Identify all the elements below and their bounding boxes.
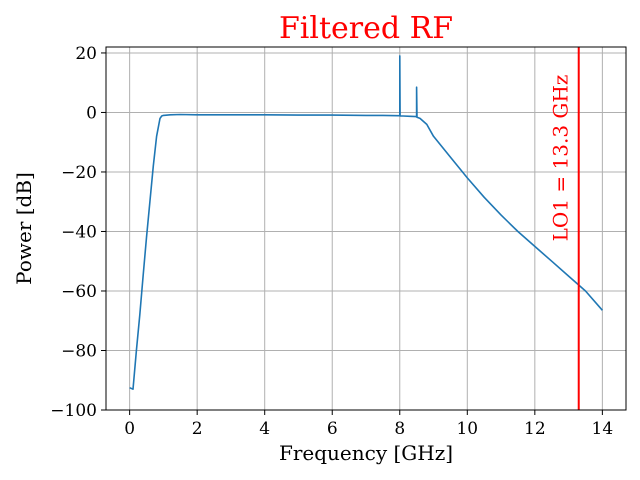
lo1-annotation: LO1 = 13.3 GHz (549, 75, 573, 242)
y-tick-label: 0 (86, 103, 97, 123)
y-tick-label: −40 (61, 222, 97, 242)
x-tick-label: 8 (394, 419, 405, 439)
x-tick-label: 0 (124, 419, 135, 439)
x-tick-label: 14 (592, 419, 614, 439)
series-layer (129, 55, 604, 391)
y-tick-label: −20 (61, 163, 97, 183)
y-tick-label: 20 (75, 44, 97, 64)
ticks-layer: 0 2 4 6 8 10 12 14 −100 −80 −60 −40 −20 0 20 (50, 44, 613, 439)
x-axis-label: Frequency [GHz] (279, 441, 453, 465)
grid-layer (106, 47, 626, 411)
x-tick-label: 4 (259, 419, 270, 439)
plot-frame (105, 46, 627, 411)
x-tick-label: 12 (524, 419, 546, 439)
y-tick-label: −100 (50, 401, 97, 421)
x-tick-label: 6 (327, 419, 338, 439)
series-line (129, 55, 604, 391)
y-axis-label: Power [dB] (12, 172, 36, 285)
chart-title: Filtered RF (279, 11, 453, 46)
x-tick-label: 10 (456, 419, 478, 439)
y-tick-label: −80 (61, 341, 97, 361)
x-tick-label: 2 (192, 419, 203, 439)
y-tick-label: −60 (61, 282, 97, 302)
